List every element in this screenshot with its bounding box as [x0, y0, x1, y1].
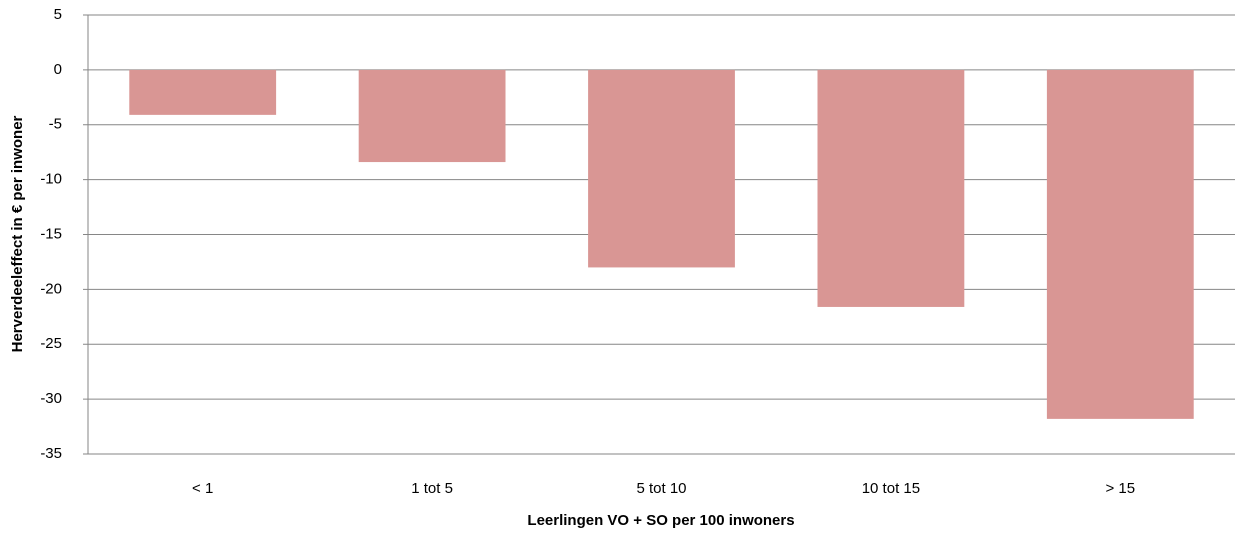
- bar: [1046, 69, 1194, 419]
- y-tick-label: -25: [40, 335, 62, 352]
- bar: [129, 69, 277, 115]
- y-axis-title: Herverdeeleffect in € per inwoner: [9, 115, 26, 352]
- y-tick-label: -20: [40, 280, 62, 297]
- x-tick-label: 5 tot 10: [636, 480, 686, 497]
- bar: [817, 69, 965, 307]
- y-tick-label: -30: [40, 390, 62, 407]
- y-tick-label: -5: [49, 116, 62, 133]
- x-tick-label: < 1: [192, 480, 213, 497]
- x-tick-label: 10 tot 15: [862, 480, 920, 497]
- bar: [358, 69, 506, 163]
- y-tick-label: -10: [40, 171, 62, 188]
- x-tick-label: > 15: [1105, 480, 1135, 497]
- y-tick-label: -15: [40, 225, 62, 242]
- x-axis-title: Leerlingen VO + SO per 100 inwoners: [527, 512, 794, 529]
- y-tick-label: 0: [54, 61, 62, 78]
- y-tick-label: -35: [40, 445, 62, 462]
- y-tick-label: 5: [54, 6, 62, 23]
- bar: [588, 69, 735, 268]
- x-tick-label: 1 tot 5: [411, 480, 453, 497]
